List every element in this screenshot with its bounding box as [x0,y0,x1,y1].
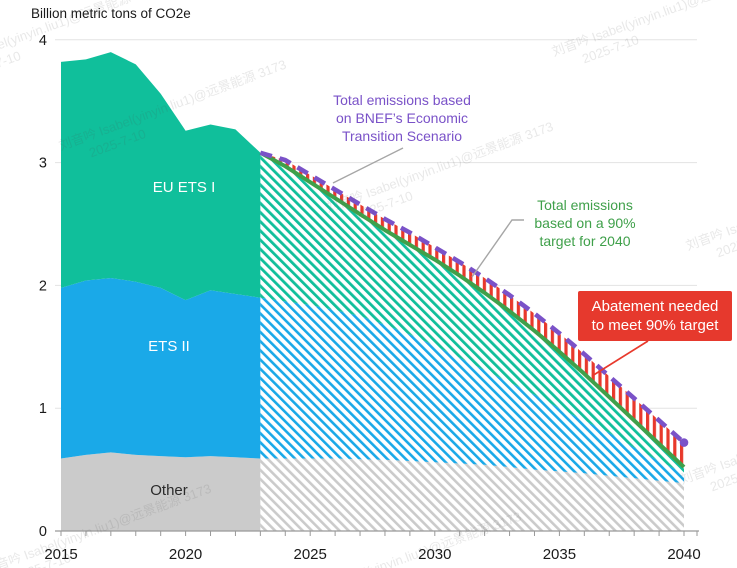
x-axis-label: 2030 [418,546,451,563]
leader-abatement-callout [591,340,649,377]
y-axis-label: 2 [39,278,47,294]
bnef-line-endpoint-dot [679,438,689,447]
y-axis-label: 0 [39,524,47,540]
x-axis-label: 2025 [294,546,327,563]
line-bnef-scenario [259,150,686,445]
leader-target-note [471,219,524,278]
x-axis-label: 2015 [44,546,77,563]
annotation-abatement-callout: Abatement needed to meet 90% target [578,291,732,341]
area-ets1-historical [61,52,261,301]
annotation-bnef-scenario: Total emissions based on BNEF’s Economic… [333,92,471,144]
area-other-historical [61,452,261,531]
area-ets2-projected [260,297,684,484]
y-axis-label: 1 [39,401,47,417]
area-label-ets-2: ETS II [148,338,190,355]
leader-bnef-note [332,147,404,184]
area-label-other: Other [150,482,188,499]
x-axis-label: 2035 [543,546,576,563]
area-ets2-historical [61,278,261,459]
annotation-90-target: Total emissions based on a 90% target fo… [534,197,636,249]
y-axis-label: 3 [39,156,47,172]
chart-title: Billion metric tons of CO2e [31,6,191,21]
area-other-projected [260,458,684,531]
x-axis-label: 2020 [169,546,202,563]
area-ets1-projected [260,152,684,474]
x-axis-label: 2040 [667,546,700,563]
area-label-eu-ets-1: EU ETS I [152,179,216,196]
y-axis-label: 4 [39,33,47,49]
line-90-target [259,151,686,469]
